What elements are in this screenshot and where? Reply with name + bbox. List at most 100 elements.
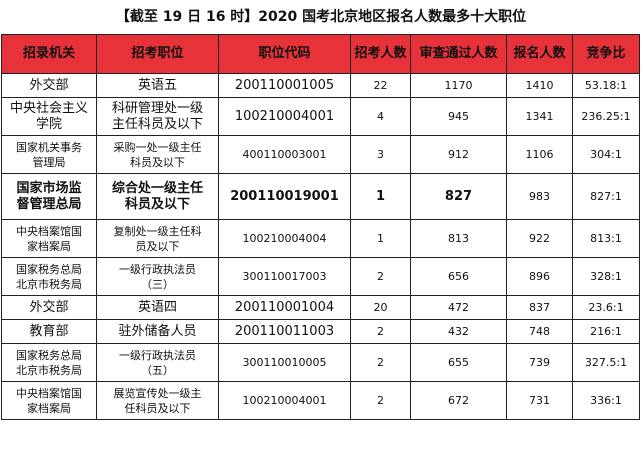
cell-quota: 2 <box>350 381 411 420</box>
cell-quota: 4 <box>350 97 411 136</box>
cell-position: 综合处一级主任 科员及以下 <box>96 173 219 220</box>
cell-ratio-text: 23.6:1 <box>588 301 624 314</box>
cell-applied-text: 1106 <box>525 148 554 161</box>
cell-ratio: 236.25:1 <box>572 97 640 136</box>
cell-ratio-text: 53.18:1 <box>584 79 628 92</box>
cell-passed: 912 <box>410 135 507 174</box>
cell-passed: 672 <box>410 381 507 420</box>
cell-ratio: 23.6:1 <box>572 295 640 320</box>
header-agency: 招录机关 <box>1 34 97 74</box>
cell-position-text: 驻外储备人员 <box>118 323 197 339</box>
cell-ratio: 813:1 <box>572 219 640 258</box>
cell-passed-text: 432 <box>448 325 469 338</box>
cell-quota: 1 <box>350 173 411 220</box>
cell-ratio-text: 328:1 <box>590 270 622 283</box>
cell-agency: 中央社会主义 学院 <box>1 97 97 136</box>
cell-ratio-text: 336:1 <box>590 394 622 407</box>
table-row: 外交部 英语四 200110001004 20 472 837 23.6:1 <box>1 295 640 320</box>
cell-quota: 2 <box>350 343 411 382</box>
cell-position: 英语四 <box>96 295 219 320</box>
cell-passed: 655 <box>410 343 507 382</box>
cell-quota: 2 <box>350 257 411 296</box>
cell-passed: 813 <box>410 219 507 258</box>
header-ratio: 竞争比 <box>572 34 640 74</box>
cell-quota-text: 2 <box>377 270 384 283</box>
cell-code: 200110011003 <box>218 319 351 344</box>
cell-position-text: 采购一处一级主任 科员及以下 <box>113 140 202 169</box>
cell-position: 一级行政执法员 （三） <box>96 257 219 296</box>
cell-ratio-text: 236.25:1 <box>581 110 631 123</box>
cell-position: 一级行政执法员 （五） <box>96 343 219 382</box>
cell-agency-text: 国家市场监 督管理总局 <box>16 180 82 212</box>
cell-ratio: 328:1 <box>572 257 640 296</box>
table-row: 国家税务总局 北京市税务局 一级行政执法员 （三） 300110017003 2 656… <box>1 257 640 296</box>
cell-passed-text: 912 <box>448 148 469 161</box>
table-row: 教育部 驻外储备人员 200110011003 2 432 748 216:1 <box>1 319 640 344</box>
cell-passed-text: 655 <box>448 356 469 369</box>
cell-agency: 国家税务总局 北京市税务局 <box>1 343 97 382</box>
cell-code: 300110010005 <box>218 343 351 382</box>
cell-applied: 983 <box>506 173 573 220</box>
cell-applied: 1341 <box>506 97 573 136</box>
cell-applied-text: 1341 <box>525 110 554 123</box>
cell-passed: 945 <box>410 97 507 136</box>
cell-applied: 896 <box>506 257 573 296</box>
cell-code: 100210004004 <box>218 219 351 258</box>
table-row: 中央社会主义 学院 科研管理处一级 主任科员及以下 100210004001 4 945… <box>1 97 640 136</box>
cell-applied: 731 <box>506 381 573 420</box>
cell-code-text: 300110017003 <box>242 270 327 283</box>
cell-position-text: 展览宣传处一级主 任科员及以下 <box>113 386 202 415</box>
cell-agency-text: 中央社会主义 学院 <box>9 100 88 132</box>
cell-applied-text: 739 <box>529 356 550 369</box>
table-row: 国家税务总局 北京市税务局 一级行政执法员 （五） 300110010005 2 655… <box>1 343 640 382</box>
cell-quota-text: 1 <box>377 232 384 245</box>
cell-passed: 827 <box>410 173 507 220</box>
cell-quota-text: 20 <box>373 301 388 314</box>
cell-applied-text: 983 <box>529 190 550 203</box>
cell-applied-text: 731 <box>529 394 550 407</box>
cell-passed: 656 <box>410 257 507 296</box>
cell-code-text: 400110003001 <box>242 148 327 161</box>
cell-code-text: 200110001004 <box>234 299 335 315</box>
cell-agency: 国家税务总局 北京市税务局 <box>1 257 97 296</box>
cell-passed: 1170 <box>410 73 507 98</box>
cell-agency-text: 外交部 <box>29 299 69 315</box>
table-row: 中央档案馆国 家档案局 展览宣传处一级主 任科员及以下 100210004001 2 6… <box>1 381 640 420</box>
cell-position: 科研管理处一级 主任科员及以下 <box>96 97 219 136</box>
cell-position: 采购一处一级主任 科员及以下 <box>96 135 219 174</box>
cell-passed-text: 672 <box>448 394 469 407</box>
cell-applied-text: 837 <box>529 301 550 314</box>
cell-quota-text: 4 <box>377 110 384 123</box>
cell-applied: 1410 <box>506 73 573 98</box>
cell-code: 100210004001 <box>218 381 351 420</box>
header-passed: 审查通过人数 <box>410 34 507 74</box>
header-row: 招录机关 招考职位 职位代码 招考人数 审查通过人数 报名人数 竞争比 <box>1 34 640 74</box>
header-code: 职位代码 <box>218 34 351 74</box>
cell-quota: 1 <box>350 219 411 258</box>
cell-code-text: 100210004001 <box>242 394 327 407</box>
cell-agency-text: 外交部 <box>29 77 69 93</box>
cell-code-text: 300110010005 <box>242 356 327 369</box>
cell-passed-text: 472 <box>448 301 469 314</box>
cell-applied: 748 <box>506 319 573 344</box>
cell-agency-text: 中央档案馆国 家档案局 <box>16 224 82 253</box>
cell-ratio-text: 813:1 <box>590 232 622 245</box>
cell-code: 300110017003 <box>218 257 351 296</box>
cell-code-text: 100210004001 <box>234 108 335 124</box>
cell-quota-text: 22 <box>373 79 388 92</box>
cell-quota-text: 3 <box>377 148 384 161</box>
header-quota: 招考人数 <box>350 34 411 74</box>
cell-quota: 20 <box>350 295 411 320</box>
cell-ratio-text: 327.5:1 <box>584 356 628 369</box>
cell-passed-text: 945 <box>448 110 469 123</box>
cell-applied: 837 <box>506 295 573 320</box>
cell-position-text: 英语五 <box>137 77 177 93</box>
cell-ratio-text: 216:1 <box>590 325 622 338</box>
cell-agency: 外交部 <box>1 295 97 320</box>
cell-passed: 432 <box>410 319 507 344</box>
cell-applied-text: 748 <box>529 325 550 338</box>
cell-position: 复制处一级主任科 员及以下 <box>96 219 219 258</box>
cell-position-text: 综合处一级主任 科员及以下 <box>111 180 203 212</box>
cell-agency-text: 国家税务总局 北京市税务局 <box>16 348 82 377</box>
cell-applied-text: 1410 <box>525 79 554 92</box>
